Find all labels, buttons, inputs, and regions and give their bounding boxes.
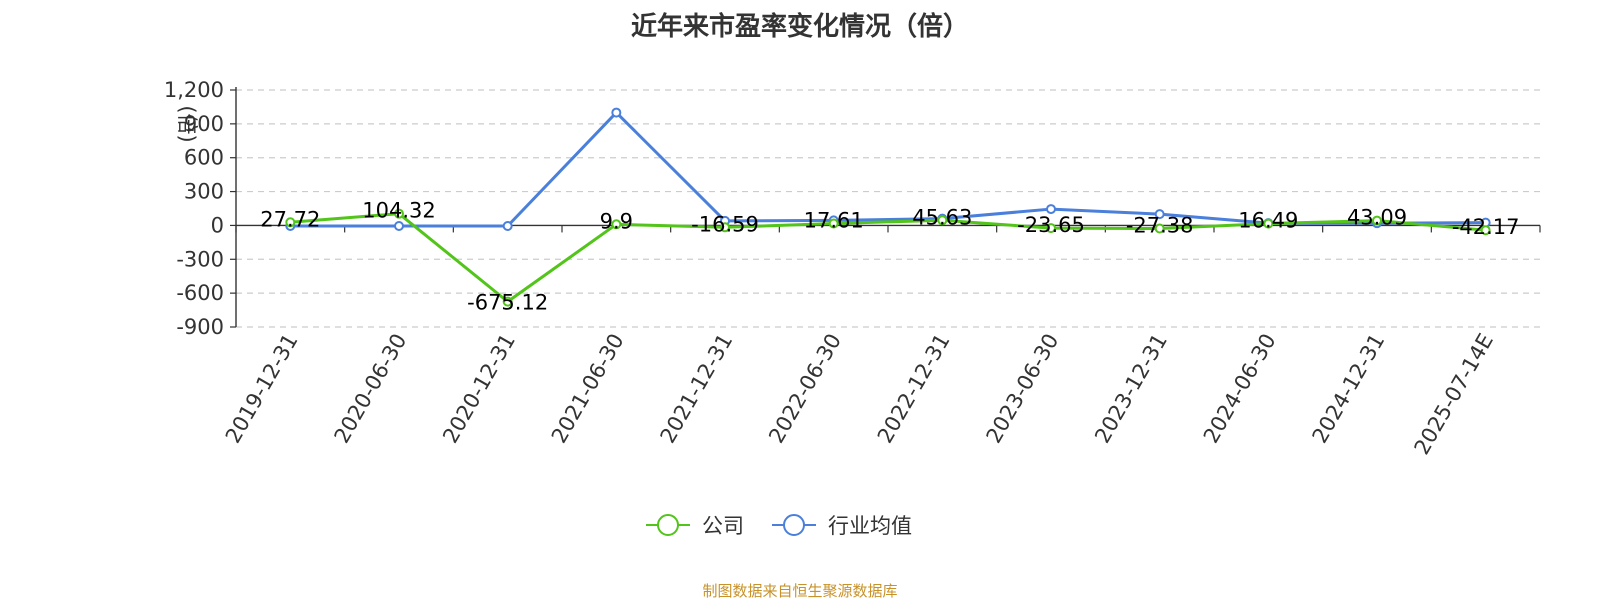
data-point — [1154, 223, 1165, 234]
data-point — [720, 222, 730, 233]
legend[interactable]: 公司 行业均值 — [646, 514, 912, 538]
y-tick-label: -600 — [176, 281, 224, 305]
data-point — [611, 107, 622, 118]
x-tick-label: 2024-06-30 — [1199, 330, 1281, 448]
data-point — [502, 296, 513, 307]
chart-title: 近年来市盈率变化情况（倍） — [630, 12, 969, 42]
data-label: 17.61 — [804, 208, 864, 232]
legend-label: 行业均值 — [828, 514, 912, 538]
y-tick-label: -900 — [176, 315, 224, 339]
data-point — [937, 215, 948, 226]
data-label: -23.65 — [1017, 213, 1085, 237]
series-lines — [285, 107, 1491, 307]
data-label: 16.49 — [1238, 209, 1298, 233]
y-tick-label: 900 — [184, 112, 224, 136]
data-label: 27.72 — [260, 207, 320, 231]
x-tick-label: 2019-12-31 — [221, 330, 303, 448]
x-tick-label: 2021-12-31 — [656, 330, 738, 448]
x-tick-label: 2020-06-30 — [330, 330, 412, 448]
data-label: -16.59 — [691, 212, 759, 236]
data-labels: 27.72 104.32 -675.12 9.9 -16.59 17.61 45.63 -23… — [260, 199, 1519, 315]
x-tick-label: 2024-12-31 — [1308, 330, 1390, 448]
legend-marker — [657, 514, 679, 536]
data-label: -42.17 — [1452, 215, 1520, 239]
x-tick-label: 2022-06-30 — [764, 330, 846, 448]
data-point — [285, 217, 296, 228]
data-point — [1263, 218, 1274, 229]
data-label: 43.09 — [1347, 206, 1407, 230]
legend-marker — [783, 514, 805, 536]
x-tick-label: 2022-12-31 — [873, 329, 955, 447]
legend-item-0[interactable]: 公司 — [646, 514, 744, 538]
data-label: -27.38 — [1126, 214, 1194, 238]
y-tick-label: 300 — [184, 180, 224, 204]
data-point — [1480, 225, 1491, 236]
x-tick-label: 2023-06-30 — [982, 330, 1064, 448]
legend-item-1[interactable]: 行业均值 — [772, 514, 912, 538]
data-point — [828, 218, 839, 229]
data-point — [394, 208, 404, 219]
y-axis-unit-label: (倍) — [175, 105, 199, 142]
data-point — [1372, 215, 1382, 226]
data-point — [502, 220, 513, 231]
x-tick-label: 2020-12-31 — [438, 330, 520, 448]
grid-lines — [236, 89, 1540, 328]
y-tick-label: 0 — [211, 213, 224, 237]
y-tick-label: 600 — [184, 146, 224, 170]
x-tick-label: 2021-06-30 — [547, 330, 629, 448]
source-note: 制图数据来自恒生聚源数据库 — [702, 582, 898, 600]
y-tick-label: -300 — [176, 247, 224, 271]
data-label: 104.32 — [362, 199, 435, 223]
data-point — [611, 219, 622, 230]
series-line-0 — [290, 212, 1486, 304]
data-point — [1154, 209, 1165, 220]
x-tick-label: 2025-07-14E — [1410, 330, 1498, 459]
y-tick-label: 1,200 — [164, 78, 224, 102]
data-point — [1046, 223, 1056, 234]
x-tick-label: 2023-12-31 — [1090, 330, 1172, 448]
data-label: 45.63 — [912, 205, 972, 229]
data-label: 9.9 — [600, 209, 633, 233]
legend-label: 公司 — [702, 514, 744, 538]
data-label: -675.12 — [467, 291, 548, 315]
data-point — [1046, 204, 1056, 215]
series-line-1 — [290, 111, 1486, 228]
data-point — [394, 220, 404, 231]
